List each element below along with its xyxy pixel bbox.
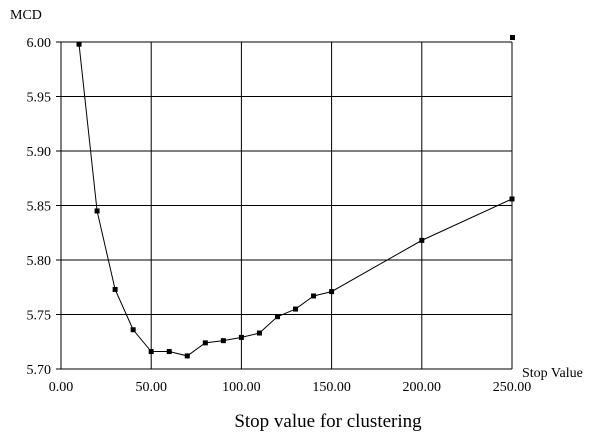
legend-marker [510,35,515,40]
data-point [419,237,425,243]
data-point [329,289,335,295]
x-tick-label: 200.00 [403,380,442,395]
data-point [166,349,172,355]
y-axis-title: MCD [10,8,42,23]
y-tick-label: 5.75 [27,309,52,324]
tick-labels: 0.00 50.00 100.00 150.00 200.00 250.00 5.70 5.7… [27,36,532,395]
data-point [184,353,190,359]
data-point [148,349,154,355]
data-point [76,41,82,47]
y-tick-label: 5.95 [27,91,52,106]
x-tick-label: 250.00 [493,380,532,395]
data-point [94,208,100,214]
data-point [311,293,317,299]
x-tick-label: 0.00 [49,380,74,395]
data-point [202,340,208,346]
x-axis-title: Stop value for clustering [234,411,422,432]
x-tick-label: 50.00 [135,380,167,395]
data-point [274,314,280,320]
series-layer [76,41,515,359]
y-tick-label: 6.00 [27,36,52,51]
y-tick-label: 5.70 [27,363,52,378]
grid-layer [61,41,513,369]
data-point [509,196,515,202]
data-point [130,327,136,333]
y-tick-label: 5.90 [27,145,52,160]
data-point [238,334,244,340]
data-point [220,338,226,344]
y-tick-label: 5.85 [27,200,52,215]
data-point [112,286,118,292]
x-tick-label: 150.00 [312,380,351,395]
y-tick-label: 5.80 [27,254,52,269]
data-point [293,306,299,312]
axes-layer [56,41,512,370]
data-point [256,330,262,336]
x-axis-name: Stop Value [522,366,583,381]
x-tick-label: 100.00 [222,380,261,395]
